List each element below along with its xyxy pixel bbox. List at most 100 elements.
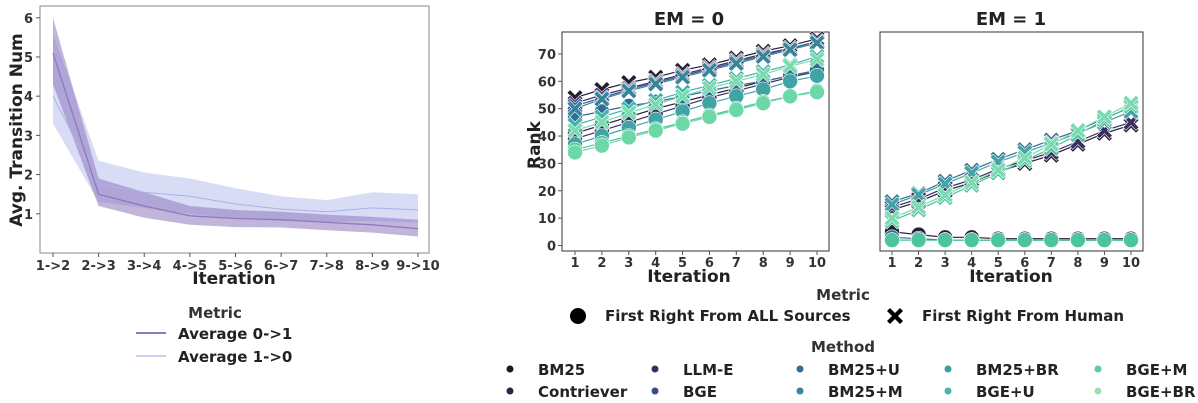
em0-all-point [755, 95, 772, 111]
em0-human-point [566, 122, 584, 140]
method-label-bm25-m: BM25+M [828, 383, 903, 401]
method-label-bm25: BM25 [538, 361, 585, 379]
em1-human-point [910, 198, 928, 216]
em0-human-point [674, 68, 692, 86]
em0-xtick-label: 7 [732, 256, 741, 271]
em1-all-point [990, 232, 1007, 248]
em0-x-ticks: 1 2 3 4 5 6 7 8 9 10 [570, 251, 826, 271]
left-x-ticks: 1->2 2->3 3->4 4->5 5->6 6->7 7->8 8->9 9->10 [36, 253, 440, 274]
em1-xtick-label: 1 [887, 256, 896, 271]
em0-xtick-label: 8 [759, 256, 768, 271]
em1-all-point [1017, 232, 1033, 248]
em0-all-point [782, 73, 798, 90]
method-label-bm25-u: BM25+U [828, 361, 900, 379]
em1-x-ticks: 1 2 3 4 5 6 7 8 9 10 [887, 251, 1140, 271]
em0-human-point [781, 57, 799, 75]
em0-xtick-label: 1 [570, 256, 579, 271]
left-transition-panel: 1 2 3 4 5 6 1->2 2->3 3->4 4->5 5->6 6->7 7->8 8->9 9… [7, 5, 440, 289]
left-x-axis-label: Iteration [192, 269, 276, 289]
left-y-ticks: 1 2 3 4 5 6 [24, 12, 40, 223]
em0-human-line-5 [574, 58, 818, 132]
method-label-bge-u: BGE+U [976, 383, 1035, 401]
left-ytick-label: 6 [24, 12, 33, 27]
em1-xtick-label: 8 [1073, 256, 1082, 271]
em1-all-point [963, 232, 980, 248]
em1-xtick-label: 4 [967, 256, 976, 271]
em0-all-line-5 [574, 91, 818, 153]
method-swatch-bm25-u [796, 365, 804, 373]
em0-ytick-label: 10 [538, 212, 556, 227]
em0-human-point [593, 90, 611, 108]
em1-x-axis-label: Iteration [969, 267, 1053, 287]
left-series-lines [52, 52, 419, 230]
em0-ytick-label: 60 [538, 75, 556, 90]
em1-xtick-label: 9 [1100, 256, 1109, 271]
em1-all-point [884, 232, 900, 248]
left-y-axis-label: Avg. Transition Num [7, 33, 27, 227]
em1-xtick-label: 5 [994, 256, 1003, 271]
method-swatch-bge-br [1094, 387, 1102, 395]
method-label-bge: BGE [683, 383, 717, 401]
em0-all-point [809, 68, 825, 84]
left-xtick-label: 9->10 [396, 259, 439, 274]
legend-label-first-right-all: First Right From ALL Sources [605, 307, 851, 325]
left-xtick-label: 5->6 [218, 259, 252, 274]
em0-human-point [647, 91, 665, 109]
em0-human-point [647, 96, 665, 113]
left-confidence-bands [53, 17, 418, 237]
em0-series-lines [574, 38, 818, 153]
em1-title: EM = 1 [976, 9, 1046, 30]
band-average-1-0 [53, 33, 418, 223]
left-xtick-label: 4->5 [173, 259, 207, 274]
method-swatch-bge [651, 387, 659, 395]
em0-human-point [700, 79, 718, 97]
em1-plot-frame [879, 31, 1144, 252]
line-average-0-1 [52, 52, 419, 230]
em0-human-line-1 [574, 41, 818, 104]
left-xtick-label: 6->7 [264, 259, 298, 274]
em1-human-line-5 [891, 102, 1132, 219]
em1-all-line-0 [891, 231, 1131, 240]
em1-human-line-1 [891, 121, 1132, 208]
left-ytick-label: 2 [24, 169, 33, 184]
em1-all-point [1096, 232, 1113, 248]
em0-human-point [620, 104, 638, 122]
em0-human-point [781, 41, 799, 59]
left-legend-title: Metric [188, 304, 242, 322]
em0-human-point [620, 82, 638, 100]
em1-xtick-label: 7 [1047, 256, 1056, 271]
legend-label-average-0-1: Average 0->1 [178, 325, 292, 343]
method-label-bm25-br: BM25+BR [976, 361, 1059, 379]
em0-xtick-label: 2 [597, 256, 606, 271]
em0-x-axis-label: Iteration [647, 267, 731, 287]
legend-marker-circle [570, 308, 586, 324]
left-xtick-label: 2->3 [81, 259, 115, 274]
method-swatch-bge-u [944, 387, 952, 395]
legend-marker-x [887, 308, 903, 324]
em1-human-point [1069, 122, 1087, 140]
em0-series-markers [566, 30, 826, 161]
left-plot-frame [39, 5, 430, 254]
left-ytick-label: 5 [24, 51, 33, 66]
em1-series-markers [883, 94, 1140, 248]
em0-ytick-label: 30 [538, 157, 556, 172]
metric-legend: Metric First Right From ALL Sources Firs… [570, 286, 1124, 325]
method-label-bge-br: BGE+BR [1126, 383, 1196, 401]
method-swatch-contriever [506, 387, 514, 395]
method-label-llm-e: LLM-E [683, 361, 734, 379]
em0-xtick-label: 6 [705, 256, 714, 271]
method-swatch-llm-e [651, 365, 659, 373]
em0-all-point [647, 122, 664, 139]
em1-human-point [1095, 108, 1113, 126]
em0-human-point [808, 34, 826, 52]
em0-all-point [674, 115, 691, 132]
em1-xtick-label: 10 [1122, 256, 1140, 271]
legend-label-average-1-0: Average 1->0 [178, 348, 292, 366]
method-label-contriever: Contriever [538, 383, 628, 401]
em0-ytick-label: 0 [547, 240, 556, 255]
em0-all-point [567, 144, 583, 161]
left-ytick-label: 4 [24, 90, 33, 105]
em0-xtick-label: 4 [651, 256, 660, 271]
method-swatch-bm25-br [944, 365, 952, 373]
